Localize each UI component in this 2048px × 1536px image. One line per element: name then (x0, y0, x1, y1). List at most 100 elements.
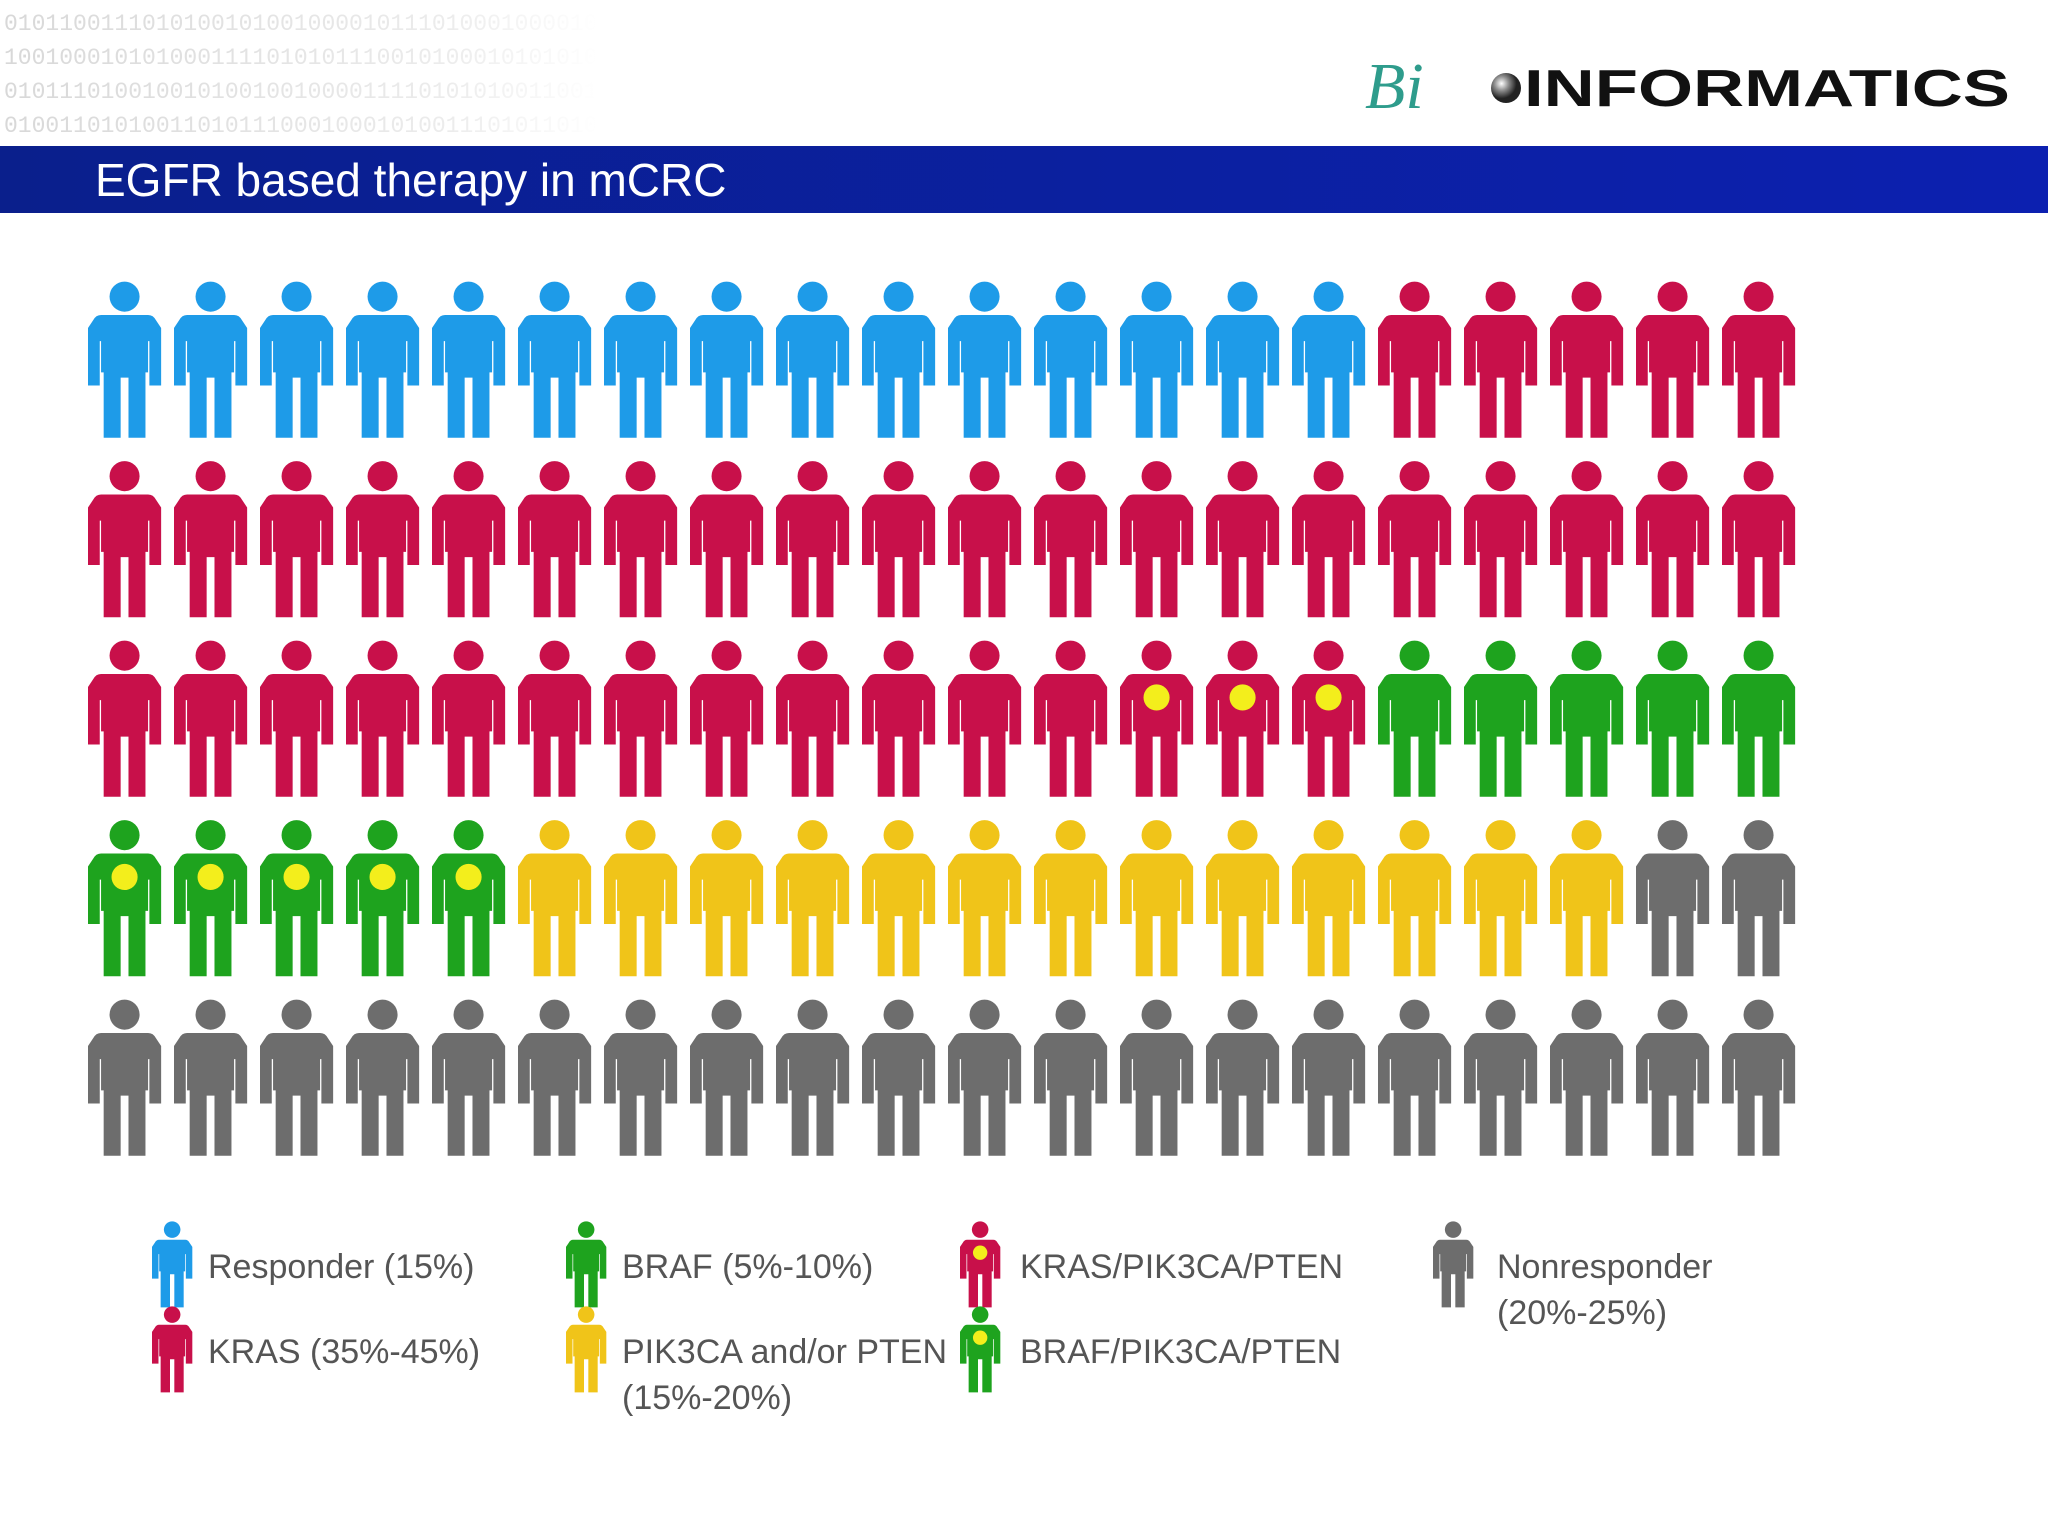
icon-body (1636, 673, 1710, 797)
person-icon (690, 820, 764, 977)
icon-body (174, 673, 248, 797)
icon-body (1378, 494, 1452, 618)
icon-head (883, 281, 914, 312)
person-icon (604, 640, 678, 797)
icon-head (711, 461, 742, 492)
icon-head (1485, 461, 1516, 492)
icon-head (883, 461, 914, 492)
icon-head (1571, 640, 1602, 671)
icon-head (1399, 640, 1430, 671)
binary-line: 0101100111010100101001000010111010001000… (4, 11, 598, 37)
icon-head (1141, 999, 1172, 1030)
icon-body (1722, 494, 1796, 618)
icon-head (797, 999, 828, 1030)
icon-head (625, 999, 656, 1030)
person-icon (346, 640, 420, 797)
icon-head (969, 999, 1000, 1030)
icon-body (88, 494, 162, 618)
icon-body (152, 1239, 193, 1308)
icon-body (518, 494, 592, 618)
icon-head (453, 281, 484, 312)
icon-head (281, 461, 312, 492)
person-icon (432, 461, 506, 618)
binary-line: 1001000101010001111010101110010100010101… (4, 45, 598, 71)
person-icon (1464, 640, 1538, 797)
icon-body (1636, 1032, 1710, 1156)
icon-body (1550, 494, 1624, 618)
icon-body (948, 1032, 1022, 1156)
binary-line: 0100110101001101011100010001010011101011… (4, 113, 598, 139)
icon-body (88, 314, 162, 438)
person-icon (1034, 461, 1108, 618)
icon-dot (283, 863, 310, 891)
icon-head (1055, 820, 1086, 851)
person-icon (88, 820, 162, 977)
icon-head (1227, 820, 1258, 851)
icon-body (1464, 673, 1538, 797)
icon-head (1743, 820, 1774, 851)
person-icon (1464, 999, 1538, 1156)
person-icon (1636, 820, 1710, 977)
person-icon (174, 640, 248, 797)
person-icon (1464, 281, 1538, 438)
icon-dot (197, 863, 224, 891)
binary-background: 0101100111010100101001000010111010001000… (4, 11, 598, 139)
icon-body (432, 1032, 506, 1156)
icon-body (88, 673, 162, 797)
icon-body (604, 494, 678, 618)
person-icon (1550, 999, 1624, 1156)
icon-body (604, 853, 678, 977)
title-bar (0, 146, 2048, 213)
icon-body (260, 853, 334, 977)
icon-head (1313, 281, 1344, 312)
person-icon (346, 820, 420, 977)
icon-head (1743, 999, 1774, 1030)
icon-body (1206, 853, 1280, 977)
person-icon (1206, 999, 1280, 1156)
icon-body (604, 673, 678, 797)
icon-body (1636, 853, 1710, 977)
person-icon (1034, 999, 1108, 1156)
icon-body (776, 1032, 850, 1156)
legend-label: KRAS (35%-45%) (208, 1333, 481, 1371)
person-icon (862, 999, 936, 1156)
legend-icon (152, 1306, 193, 1393)
legend-label: KRAS/PIK3CA/PTEN (1020, 1248, 1344, 1286)
legend-label: Nonresponder (20%-25%) (1497, 1248, 1713, 1332)
person-icon (1120, 640, 1194, 797)
icon-head (625, 281, 656, 312)
icon-head (1485, 999, 1516, 1030)
binary-line: 0101110100100101001001000011110101010011… (4, 79, 598, 105)
icon-body (1034, 853, 1108, 977)
icon-body (690, 314, 764, 438)
person-icon (260, 999, 334, 1156)
icon-body (432, 853, 506, 977)
icon-head (797, 640, 828, 671)
person-icon (432, 999, 506, 1156)
icon-head (883, 999, 914, 1030)
icon-body (88, 853, 162, 977)
person-icon (1378, 820, 1452, 977)
icon-body (604, 1032, 678, 1156)
icon-body (960, 1239, 1001, 1308)
icon-head (883, 820, 914, 851)
icon-body (1292, 853, 1366, 977)
person-icon (1378, 281, 1452, 438)
icon-head (281, 640, 312, 671)
person-icon (346, 999, 420, 1156)
person-icon (690, 461, 764, 618)
icon-body (1550, 314, 1624, 438)
icon-head (453, 999, 484, 1030)
icon-head (1657, 999, 1688, 1030)
icon-head (453, 820, 484, 851)
person-icon (518, 640, 592, 797)
icon-head (1227, 640, 1258, 671)
icon-body (1550, 853, 1624, 977)
icon-body (948, 853, 1022, 977)
icon-head (109, 461, 140, 492)
icon-dot (111, 863, 138, 891)
icon-body (346, 673, 420, 797)
person-icon (862, 820, 936, 977)
icon-body (432, 314, 506, 438)
person-icon (1722, 820, 1796, 977)
